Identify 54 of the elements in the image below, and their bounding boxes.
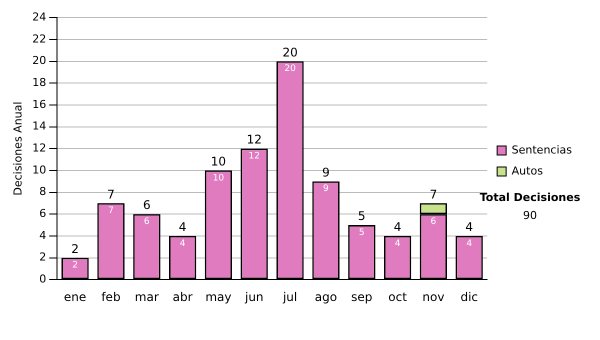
x-tick-label: nov bbox=[422, 290, 444, 304]
total-label: 6 bbox=[142, 198, 151, 212]
y-tick-label: 20 bbox=[32, 54, 46, 68]
annotation: Total Decisiones bbox=[480, 190, 581, 204]
y-tick-label: 4 bbox=[39, 228, 46, 242]
data-label: 2 bbox=[72, 260, 78, 271]
y-tick-label: 16 bbox=[32, 98, 46, 111]
y-tick-label: 14 bbox=[32, 120, 46, 133]
data-label: 7 bbox=[108, 206, 114, 216]
total-label: 7 bbox=[430, 187, 438, 202]
x-tick-label: jun bbox=[244, 290, 264, 304]
y-tick-label: 10 bbox=[32, 163, 46, 176]
text: 90 bbox=[523, 208, 537, 222]
data-label: 12 bbox=[248, 151, 260, 162]
data-label: 20 bbox=[284, 64, 296, 74]
y-tick-label: 12 bbox=[32, 141, 46, 154]
x-tick-label: feb bbox=[101, 290, 121, 304]
data-label: 6 bbox=[144, 216, 150, 227]
total-label: 5 bbox=[358, 209, 366, 224]
y-tick-label: 2 bbox=[39, 250, 46, 264]
total-label: 9 bbox=[322, 165, 330, 180]
x-tick-label: jul bbox=[282, 290, 298, 304]
x-tick-label: dic bbox=[460, 290, 478, 304]
total-label: 7 bbox=[107, 187, 115, 202]
total-label: 12 bbox=[246, 132, 262, 147]
y-tick-label: 8 bbox=[39, 185, 46, 198]
data-label: 9 bbox=[323, 184, 330, 194]
legend-label: Sentencias bbox=[512, 143, 572, 156]
x-tick-label: abr bbox=[172, 290, 193, 304]
x-tick-label: may bbox=[205, 290, 232, 304]
y-tick-label: 6 bbox=[39, 206, 46, 220]
y-axis-title: Decisiones Anual bbox=[11, 102, 24, 196]
data-label: 6 bbox=[430, 216, 437, 227]
x-tick-label: mar bbox=[134, 290, 159, 304]
total-label: 4 bbox=[394, 220, 402, 234]
x-tick-label: oct bbox=[388, 290, 408, 304]
total-label: 4 bbox=[178, 220, 186, 234]
y-tick-label: 0 bbox=[39, 272, 46, 286]
total-label: 2 bbox=[71, 242, 79, 256]
data-label: 4 bbox=[466, 238, 472, 249]
x-tick-label: sep bbox=[351, 290, 372, 304]
y-tick-label: 22 bbox=[32, 32, 46, 46]
total-label: 20 bbox=[282, 45, 298, 60]
data-label: 10 bbox=[212, 173, 224, 184]
total-label: 4 bbox=[465, 220, 474, 234]
legend-label: Autos bbox=[512, 164, 544, 178]
data-label: 4 bbox=[180, 238, 186, 249]
x-tick-label: ago bbox=[314, 290, 338, 304]
data-label: 5 bbox=[358, 228, 365, 238]
y-tick-label: 18 bbox=[32, 76, 46, 89]
y-tick-label: 24 bbox=[32, 10, 46, 24]
x-tick-label: ene bbox=[64, 290, 86, 304]
data-label: 4 bbox=[394, 238, 401, 249]
total-label: 10 bbox=[210, 154, 226, 169]
